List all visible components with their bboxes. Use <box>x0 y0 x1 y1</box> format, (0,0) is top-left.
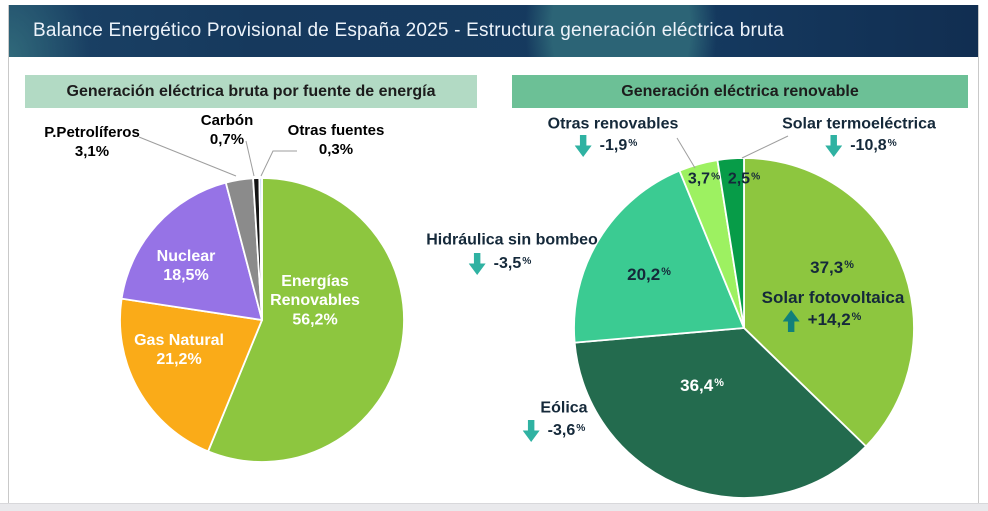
trend-solar-termoelectrica-value: -10,8% <box>850 137 897 154</box>
label-petroliferos-pct: 3,1% <box>74 143 110 160</box>
leader-line-solar-termoelectrica <box>741 135 789 159</box>
label-gas-natural: Gas Natural 21,2% <box>134 331 224 369</box>
label-solar-fotovoltaica-name: Solar fotovoltaica <box>761 288 905 307</box>
label-solar-termoelectrica-pct: 2,5% <box>727 170 761 188</box>
trend-eolica-value: -3,6% <box>547 422 586 439</box>
trend-hidraulica-value: -3,5% <box>493 255 532 272</box>
chart-title-band-sources: Generación eléctrica bruta por fuente de… <box>25 75 477 108</box>
pie-renewable-generation <box>573 157 915 499</box>
label-hidraulica-name: Hidráulica sin bombeo <box>426 231 598 249</box>
report-header: Balance Energético Provisional de España… <box>9 5 978 57</box>
leader-line-petroliferos <box>138 136 237 177</box>
label-carbon-pct: 0,7% <box>209 131 245 148</box>
pie-generation-by-source <box>119 177 405 463</box>
label-otras-fuentes-pct: 0,3% <box>318 141 354 158</box>
page-title: Balance Energético Provisional de España… <box>33 20 785 41</box>
percent-sign: % <box>887 137 897 149</box>
label-nuclear: Nuclear 18,5% <box>157 247 216 285</box>
pie-slice-otras-fuentes <box>258 177 263 321</box>
label-nuclear-pct: 18,5% <box>163 267 209 284</box>
page-bottom-strip <box>0 503 988 511</box>
down-arrow-icon <box>522 420 540 442</box>
pie-slice-solar-fotovoltaica <box>743 157 915 448</box>
leader-lines <box>138 135 789 177</box>
percent-sign: % <box>851 311 862 324</box>
trend-otras-renovables: -1,9% <box>574 135 638 157</box>
percent-sign: % <box>711 171 721 183</box>
label-gas-natural-name: Gas Natural <box>134 332 224 349</box>
label-otras-fuentes: Otras fuentes 0,3% <box>288 121 385 159</box>
pie-slice-eólica <box>573 327 867 499</box>
leader-line-otras-renovables <box>676 137 696 169</box>
trend-hidraulica: -3,5% <box>468 253 532 275</box>
chart-title-band-renewables: Generación eléctrica renovable <box>512 75 968 108</box>
label-renovables-pct: 56,2% <box>292 311 338 329</box>
label-nuclear-name: Nuclear <box>156 248 216 265</box>
pie-slice-gas-natural <box>119 297 263 453</box>
label-solar-termoelectrica-name: Solar termoeléctrica <box>782 115 936 133</box>
label-hidraulica-pct: 20,2% <box>627 265 671 284</box>
percent-sign: % <box>661 266 671 279</box>
pie-slice-solar-termoeléctrica <box>716 157 745 329</box>
trend-solar-fotovoltaica-value: +14,2% <box>807 310 862 329</box>
pie-slice-hidráulica-sin-bombeo <box>573 169 745 344</box>
label-eolica-name: Eólica <box>540 399 588 417</box>
up-arrow-icon <box>782 310 800 332</box>
trend-otras-renovables-value: -1,9% <box>599 137 638 154</box>
label-otras-fuentes-name: Otras fuentes <box>287 122 385 139</box>
chart-title-renewables: Generación eléctrica renovable <box>621 82 859 100</box>
trend-eolica: -3,6% <box>522 420 586 442</box>
label-otras-renovables-pct: 3,7% <box>687 170 721 188</box>
down-arrow-icon <box>825 135 843 157</box>
trend-solar-fotovoltaica: +14,2% <box>782 310 862 332</box>
label-petroliferos: P.Petrolíferos 3,1% <box>44 123 140 161</box>
label-petroliferos-name: P.Petrolíferos <box>44 124 140 141</box>
label-otras-renovables-name: Otras renovables <box>547 115 679 133</box>
leader-line-otras-fuentes <box>260 150 297 177</box>
percent-sign: % <box>522 255 532 267</box>
label-carbon: Carbón 0,7% <box>201 111 254 149</box>
down-arrow-icon <box>468 253 486 275</box>
pie-slice-nuclear <box>120 181 263 321</box>
percent-sign: % <box>628 137 638 149</box>
label-renovables-name: Energías Renovables <box>270 273 360 309</box>
leader-line-carbon <box>245 140 255 177</box>
label-solar-fotovoltaica-pct: 37,3% <box>810 258 854 277</box>
chart-title-sources: Generación eléctrica bruta por fuente de… <box>66 82 436 100</box>
label-carbon-name: Carbón <box>200 112 254 129</box>
percent-sign: % <box>751 171 761 183</box>
percent-sign: % <box>576 422 586 434</box>
percent-sign: % <box>844 259 854 272</box>
trend-solar-termoelectrica: -10,8% <box>825 135 897 157</box>
pie-slice-energías-renovables <box>207 177 405 463</box>
label-eolica-pct: 36,4% <box>680 376 724 395</box>
label-gas-natural-pct: 21,2% <box>156 351 202 368</box>
down-arrow-icon <box>574 135 592 157</box>
percent-sign: % <box>714 377 724 390</box>
